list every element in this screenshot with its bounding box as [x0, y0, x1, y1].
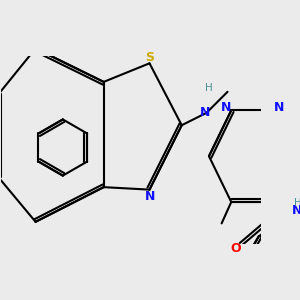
Text: N: N	[221, 101, 231, 114]
Text: H: H	[294, 198, 300, 208]
Text: O: O	[230, 242, 241, 255]
Text: H: H	[205, 83, 213, 93]
Text: N: N	[145, 190, 155, 203]
Text: S: S	[146, 51, 154, 64]
Text: N: N	[200, 106, 211, 119]
Text: N: N	[273, 101, 284, 114]
Text: N: N	[292, 204, 300, 217]
